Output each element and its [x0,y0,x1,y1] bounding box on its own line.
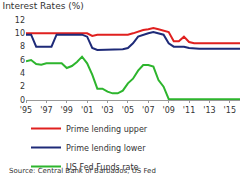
svg-text:'95: '95 [20,106,32,115]
svg-text:8: 8 [20,42,25,51]
svg-text:'13: '13 [203,106,215,115]
svg-text:Prime lending lower: Prime lending lower [66,144,146,153]
svg-text:'09: '09 [162,106,174,115]
svg-text:'97: '97 [40,106,52,115]
svg-text:Prime lending upper: Prime lending upper [66,125,148,134]
svg-text:0: 0 [20,96,25,105]
svg-text:6: 6 [20,56,25,65]
svg-text:'99: '99 [61,106,73,115]
svg-text:'01: '01 [81,106,93,115]
svg-text:10: 10 [15,29,25,38]
svg-text:'11: '11 [183,106,195,115]
svg-text:Interest Rates (%): Interest Rates (%) [3,1,84,11]
svg-text:'15: '15 [224,106,236,115]
svg-text:4: 4 [20,69,25,78]
svg-text:'03: '03 [101,106,113,115]
svg-text:12: 12 [15,16,25,25]
svg-text:2: 2 [20,82,25,91]
svg-text:Source: Central Bank of Barbad: Source: Central Bank of Barbados, US Fed [9,167,156,175]
svg-text:'07: '07 [142,106,154,115]
svg-text:'05: '05 [122,106,134,115]
svg-text:US Fed Funds rate: US Fed Funds rate [66,163,139,172]
